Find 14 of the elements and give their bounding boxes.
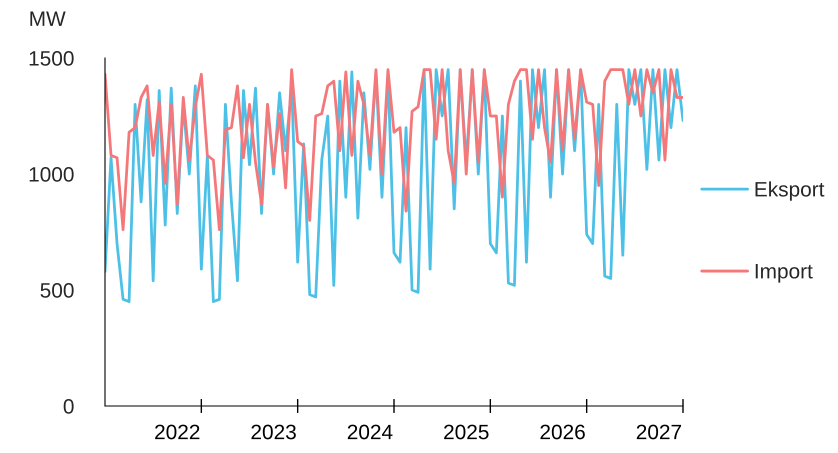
- y-tick-label: 0: [64, 399, 74, 414]
- x-tick-label: 2026: [540, 424, 585, 440]
- y-tick-label: 1500: [30, 51, 74, 66]
- y-tick-label: 500: [40, 283, 74, 298]
- line-series: [105, 68, 683, 232]
- y-axis-title: MW: [30, 12, 66, 26]
- x-tick-label: 2025: [444, 424, 489, 440]
- x-tick-label: 2027: [636, 424, 682, 440]
- y-tick-label: 1000: [30, 167, 74, 182]
- x-tick-label: 2023: [251, 424, 296, 440]
- legend-label: Eksport: [756, 181, 824, 201]
- x-tick-label: 2022: [155, 424, 200, 440]
- legend-label: Import: [756, 264, 813, 283]
- x-tick-label: 2024: [348, 424, 392, 440]
